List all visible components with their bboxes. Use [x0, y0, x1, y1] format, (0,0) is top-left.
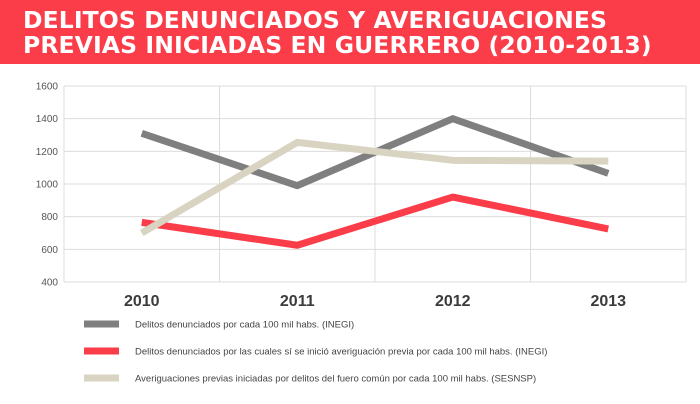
- x-tick-label: 2011: [280, 293, 315, 310]
- x-tick-label: 2010: [124, 293, 160, 310]
- line-chart: 400 600 800 1000 1200 1400 1600 2010 2011 2012 201…: [36, 82, 687, 385]
- chart-title-line-2: PREVIAS INICIADAS EN GUERRERO (2010-2013…: [23, 31, 652, 59]
- title-banner: DELITOS DENUNCIADOS Y AVERIGUACIONES PRE…: [0, 0, 700, 64]
- series-line-2: [141, 193, 609, 249]
- legend-label-1: Delitos denunciados por cada 100 mil hab…: [135, 320, 354, 331]
- y-tick-label: 400: [41, 278, 58, 289]
- y-tick-label: 800: [41, 212, 58, 223]
- legend-label-3: Averiguaciones previas iniciadas por del…: [135, 374, 536, 385]
- y-tick-label: 1600: [36, 82, 59, 93]
- y-tick-label: 600: [41, 245, 58, 256]
- y-tick-label: 1000: [36, 180, 59, 191]
- x-tick-label: 2012: [435, 293, 471, 310]
- y-tick-label: 1200: [36, 147, 59, 158]
- legend-label-2: Delitos denunciados por las cuales sí se…: [135, 347, 547, 358]
- series-line-3: [139, 138, 609, 237]
- y-tick-label: 1400: [36, 114, 59, 125]
- x-tick-label: 2013: [590, 293, 626, 310]
- chart-title-line-1: DELITOS DENUNCIADOS Y AVERIGUACIONES: [23, 6, 608, 34]
